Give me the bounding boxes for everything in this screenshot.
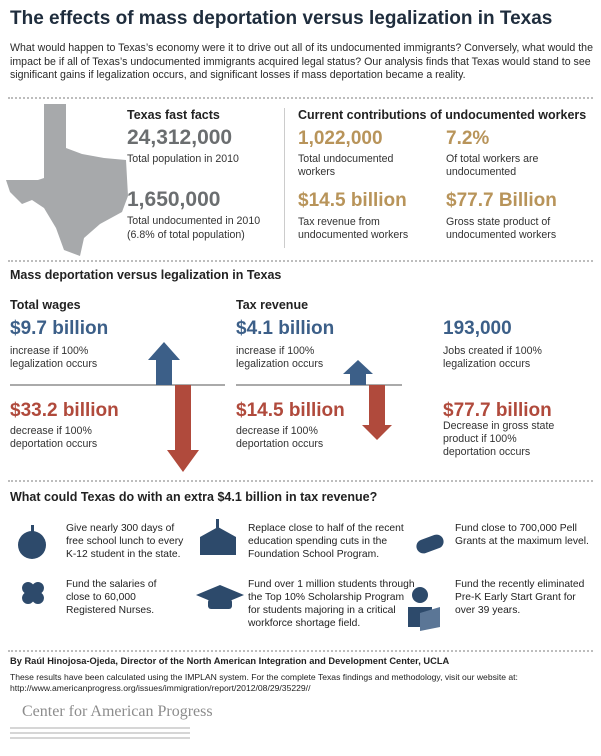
gsp-label: Decrease in gross state product if 100% … (443, 420, 555, 458)
fact-note: (6.8% of total population) (127, 229, 245, 241)
sub-heading: Tax revenue (236, 298, 309, 312)
section-heading: What could Texas do with an extra $4.1 b… (10, 490, 378, 504)
use-item: Fund over 1 million students through the… (248, 579, 415, 629)
increase-value: $4.1 billion (236, 318, 335, 339)
contribution-label: Total undocumented workers (298, 153, 394, 178)
contribution-label: Gross state product of undocumented work… (446, 216, 557, 241)
icons (18, 519, 444, 631)
fact-value: 1,650,000 (127, 188, 221, 211)
divider (8, 260, 593, 262)
section-heading: Current contributions of undocumented wo… (298, 108, 587, 122)
texas-map (6, 104, 128, 256)
use-item: Fund close to 700,000 Pell Grants at the… (455, 523, 589, 547)
title: The effects of mass deportation versus l… (10, 8, 553, 29)
divider (8, 97, 593, 99)
fact-label: Total undocumented in 2010 (127, 215, 261, 227)
contribution-label: Tax revenue from undocumented workers (298, 216, 409, 241)
divider (8, 480, 593, 482)
use-item: Fund the salaries of close to 60,000 Reg… (66, 579, 157, 616)
divider (8, 650, 593, 652)
section-heading: Mass deportation versus legalization in … (10, 268, 282, 282)
logo: Center for American Progress (22, 703, 213, 720)
contribution-value: $14.5 billion (298, 190, 407, 211)
decrease-value: $33.2 billion (10, 400, 119, 421)
divider (284, 108, 285, 248)
sub-heading: Total wages (10, 298, 81, 312)
logo-flag (10, 727, 190, 739)
decrease-label: decrease if 100% deportation occurs (236, 425, 324, 450)
fact-value: 24,312,000 (127, 126, 233, 149)
use-item: Fund the recently eliminated Pre-K Early… (455, 579, 585, 616)
increase-label: increase if 100% legalization occurs (10, 345, 98, 370)
use-item: Give nearly 300 days of free school lunc… (66, 523, 184, 560)
decrease-value: $14.5 billion (236, 400, 345, 421)
increase-label: increase if 100% legalization occurs (236, 345, 324, 370)
section-heading: Texas fast facts (127, 108, 220, 122)
gsp-value: $77.7 billion (443, 400, 552, 421)
increase-value: $9.7 billion (10, 318, 109, 339)
decrease-label: decrease if 100% deportation occurs (10, 425, 98, 450)
contribution-value: $77.7 Billion (446, 190, 557, 211)
byline: By Raúl Hinojosa-Ojeda, Director of the … (10, 656, 450, 666)
intro: What would happen to Texas’s economy wer… (10, 42, 593, 81)
use-item: Replace close to half of the recent educ… (248, 523, 404, 560)
contribution-value: 7.2% (446, 128, 490, 149)
arrows (10, 342, 402, 472)
contribution-label: Of total workers are undocumented (446, 153, 539, 178)
jobs-label: Jobs created if 100% legalization occurs (443, 345, 542, 370)
note: These results have been calculated using… (10, 672, 518, 693)
contribution-value: 1,022,000 (298, 128, 383, 149)
fact-label: Total population in 2010 (127, 153, 239, 165)
jobs-value: 193,000 (443, 318, 512, 339)
